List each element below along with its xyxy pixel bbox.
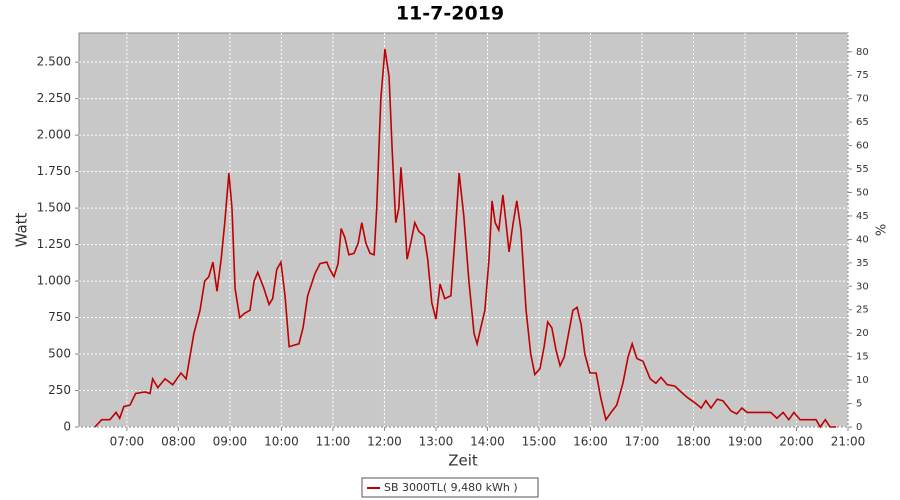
line-series — [94, 48, 837, 429]
y2-tick-label: 15 — [856, 352, 869, 363]
y2-tick-label: 30 — [856, 281, 869, 292]
y2-axis-label: % — [875, 224, 890, 236]
y2-tick-label: 75 — [856, 70, 869, 81]
legend-box — [361, 477, 539, 498]
x-tick-label: 21:00 — [831, 435, 866, 449]
plot-area — [78, 32, 849, 428]
y-tick-label: 0 — [63, 420, 71, 434]
y-tick-label: 1.250 — [37, 237, 71, 251]
y2-tick-label: 40 — [856, 234, 869, 245]
x-tick-label: 08:00 — [161, 435, 196, 449]
y-axis-label: Watt — [13, 212, 31, 247]
y-tick-label: 2.500 — [37, 55, 71, 69]
legend-label: SB 3000TL( 9,480 kWh ) — [384, 481, 518, 494]
x-tick-label: 12:00 — [367, 435, 402, 449]
x-tick-label: 17:00 — [625, 435, 660, 449]
y2-tick-label: 10 — [856, 375, 869, 386]
x-tick-label: 15:00 — [522, 435, 557, 449]
y2-tick-label: 70 — [856, 94, 869, 105]
x-tick-label: 14:00 — [470, 435, 505, 449]
y2-tick-label: 0 — [856, 422, 862, 433]
y2-tick-label: 60 — [856, 141, 869, 152]
x-tick-label: 20:00 — [779, 435, 814, 449]
x-tick-label: 16:00 — [573, 435, 608, 449]
y-tick-label: 750 — [48, 310, 71, 324]
y-tick-label: 250 — [48, 383, 71, 397]
y2-tick-label: 45 — [856, 211, 869, 222]
x-tick-label: 19:00 — [728, 435, 763, 449]
y2-tick-label: 20 — [856, 328, 869, 339]
y2-tick-label: 65 — [856, 117, 869, 128]
y2-tick-label: 5 — [856, 399, 862, 410]
x-tick-label: 07:00 — [110, 435, 145, 449]
y-tick-label: 500 — [48, 347, 71, 361]
y2-tick-label: 55 — [856, 164, 869, 175]
y2-tick-label: 80 — [856, 47, 869, 58]
x-tick-label: 11:00 — [316, 435, 351, 449]
y-tick-label: 2.000 — [37, 128, 71, 142]
x-tick-label: 18:00 — [676, 435, 711, 449]
chart-title: 11-7-2019 — [396, 3, 504, 25]
x-tick-label: 09:00 — [213, 435, 248, 449]
y2-tick-label: 25 — [856, 305, 869, 316]
y-tick-label: 1.000 — [37, 274, 71, 288]
x-tick-label: 13:00 — [419, 435, 454, 449]
y2-tick-label: 50 — [856, 187, 869, 198]
y2-tick-label: 35 — [856, 258, 869, 269]
y-tick-label: 1.500 — [37, 201, 71, 215]
x-axis-label: Zeit — [448, 452, 478, 470]
y-tick-label: 1.750 — [37, 164, 71, 178]
x-tick-label: 10:00 — [264, 435, 299, 449]
y-tick-label: 2.250 — [37, 91, 71, 105]
